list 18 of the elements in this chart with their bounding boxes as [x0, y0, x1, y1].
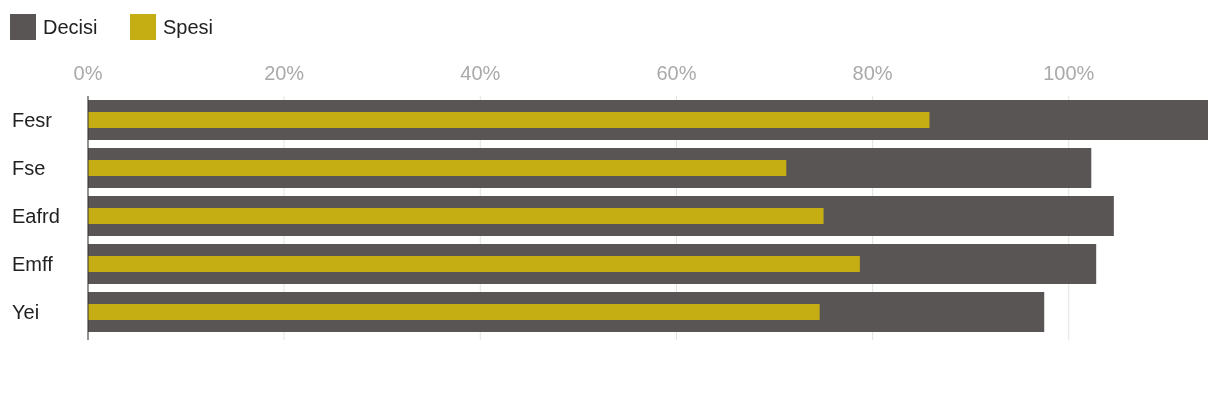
y-tick-label: Yei	[12, 301, 40, 323]
legend-label: Decisi	[43, 16, 98, 38]
x-tick-label: 0%	[73, 62, 103, 84]
bar	[88, 208, 824, 224]
x-tick-label: 60%	[656, 62, 697, 84]
y-tick-label: Eafrd	[12, 205, 60, 227]
x-tick-label: 100%	[1043, 62, 1095, 84]
x-tick-label: 20%	[264, 62, 305, 84]
y-tick-label: Emff	[12, 253, 54, 275]
y-tick-label: Fesr	[12, 109, 53, 131]
y-tick-label: Fse	[12, 157, 46, 179]
bar	[88, 256, 860, 272]
bar	[88, 160, 787, 176]
legend-label: Spesi	[163, 16, 214, 38]
bar	[88, 304, 820, 320]
bar	[88, 112, 930, 128]
x-tick-label: 80%	[852, 62, 893, 84]
x-tick-label: 40%	[460, 62, 501, 84]
